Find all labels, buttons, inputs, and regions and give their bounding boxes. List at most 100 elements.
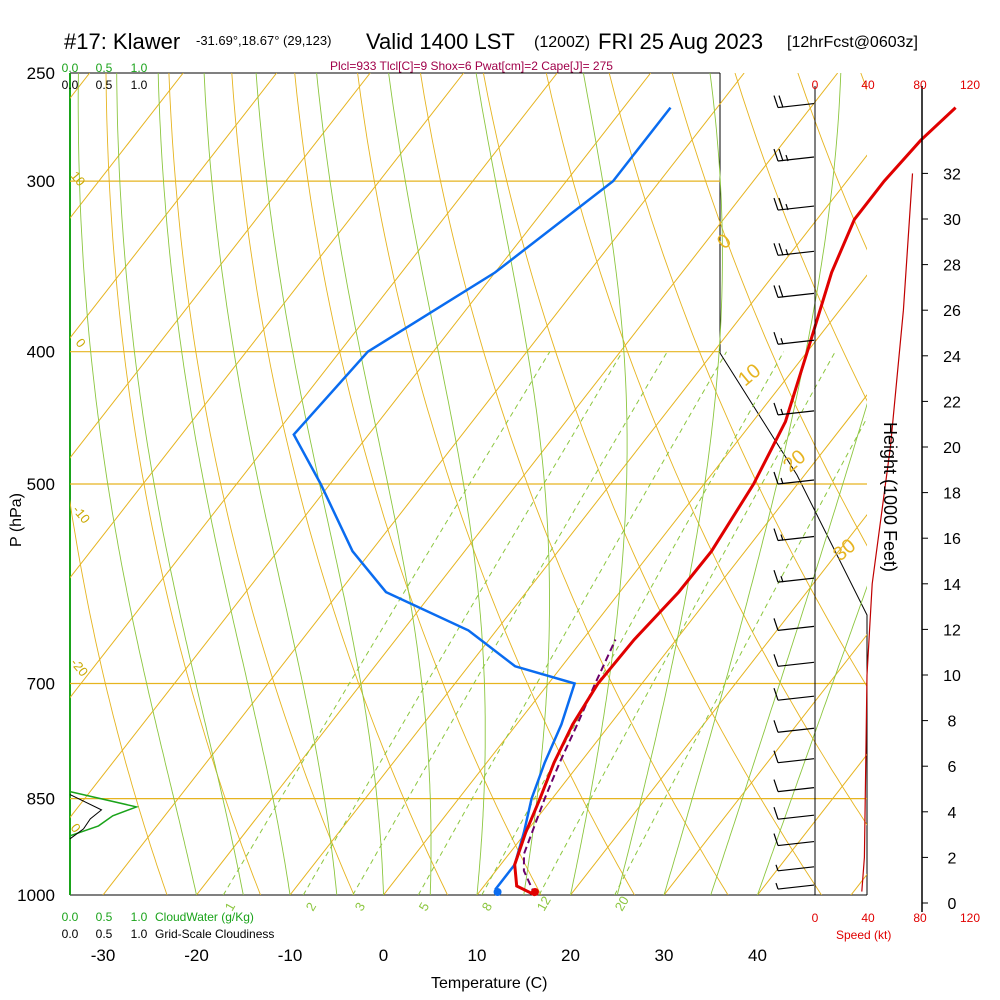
cloudwater-tick-bottom: 0.5: [96, 910, 113, 924]
surface-dewpoint-dot: [493, 888, 502, 896]
mixing-ratio-line: [302, 351, 623, 895]
moist-adiabat-line: [616, 73, 723, 895]
wind-barb: [773, 618, 815, 631]
moist-adiabat-line: [316, 73, 432, 895]
wind-barbs: [773, 95, 815, 890]
moist-adiabat-line: [255, 73, 384, 895]
sounding-profiles: [69, 106, 957, 897]
isotherm-line: [70, 73, 558, 699]
speed-axis-title: Speed (kt): [836, 928, 891, 942]
moist-adiabat-line: [710, 402, 867, 895]
height-tick: 0: [948, 896, 957, 913]
height-tick: 30: [943, 212, 961, 229]
cloudwater-tick-top: 1.0: [131, 61, 148, 75]
wind-barb: [773, 750, 815, 764]
wind-barb: [773, 197, 815, 211]
valid-date: FRI 25 Aug 2023: [598, 29, 763, 54]
isotherm-line: [289, 154, 867, 895]
wind-barb: [773, 243, 815, 256]
height-tick: 20: [943, 440, 961, 457]
cloudwater-profile: [69, 790, 140, 837]
height-tick: 26: [943, 303, 961, 320]
isotherm-line: [70, 73, 371, 459]
dry-adiabat-line: [482, 73, 822, 895]
temperature-axis-title: Temperature (C): [431, 975, 547, 992]
height-tick: 32: [943, 166, 961, 183]
temperature-tick: -10: [278, 946, 303, 965]
dewpoint-profile: [292, 106, 672, 896]
dry-adiabat-line: [545, 73, 867, 826]
height-tick: 10: [943, 668, 961, 685]
isotherm-label: -20: [68, 655, 92, 679]
wind-barb: [773, 148, 815, 162]
mixing-ratio-line: [481, 351, 785, 895]
cloudiness-tick-top: 1.0: [131, 78, 148, 92]
cloudiness-tick-top: 0.0: [62, 78, 79, 92]
surface-temperature-dot: [530, 888, 539, 896]
wind-barb: [773, 471, 815, 485]
isotherm-line: [70, 73, 465, 579]
pressure-tick: 400: [27, 343, 55, 362]
isotherm-line: [757, 753, 867, 895]
isotherm-line: [476, 394, 867, 895]
moist-adiabat-line: [475, 73, 550, 895]
wind-barb: [773, 720, 815, 733]
height-tick: 12: [943, 622, 961, 639]
wind-barb: [773, 332, 815, 345]
cloudwater-tick-bottom: 1.0: [131, 910, 148, 924]
zulu-time: (1200Z): [534, 34, 590, 51]
isotherm-label: 30: [829, 535, 860, 566]
dry-adiabat-line: [231, 73, 448, 895]
wind-barb: [773, 654, 815, 667]
cloudiness-profile: [69, 794, 103, 840]
mixing-ratio-line: [352, 351, 668, 895]
isotherm-line: [102, 73, 745, 895]
pressure-tick: 700: [27, 675, 55, 694]
dry-adiabat-line: [70, 499, 168, 895]
isotherm-line: [70, 73, 652, 819]
mixing-ratio-label: 2: [303, 900, 320, 914]
height-tick: 16: [943, 531, 961, 548]
wind-barb: [773, 779, 815, 793]
wind-barb: [775, 864, 815, 872]
cloudiness-tick-bottom: 0.5: [96, 927, 113, 941]
forecast-info: [12hrFcst@0603z]: [787, 34, 918, 51]
moist-adiabat-line: [570, 73, 628, 895]
cloudwater-title: CloudWater (g/Kg): [155, 910, 254, 924]
speed-tick-top: 80: [913, 78, 927, 92]
wind-barb: [773, 402, 815, 416]
moist-adiabat-line: [757, 585, 867, 895]
mixing-ratio-label: 8: [479, 900, 496, 914]
speed-panel: 0040408080120120024681012141618202224262…: [812, 78, 981, 925]
height-tick: 8: [948, 714, 957, 731]
height-tick: 24: [943, 349, 961, 366]
wind-barb: [773, 833, 815, 847]
dry-adiabat-line: [671, 73, 867, 547]
mixing-ratio-label: 3: [352, 900, 369, 914]
isotherm-line: [570, 514, 867, 895]
pressure-tick: 250: [27, 64, 55, 83]
isotherm-line: [383, 274, 867, 895]
station-name: #17: Klawer: [64, 29, 180, 54]
isotherm-line: [70, 73, 278, 339]
dry-adiabat-line: [168, 73, 355, 895]
pressure-tick: 500: [27, 475, 55, 494]
valid-time: Valid 1400 LST: [366, 29, 515, 54]
cloudiness-tick-bottom: 1.0: [131, 927, 148, 941]
pressure-axis-title: P (hPa): [8, 493, 25, 547]
dry-adiabat-line: [734, 73, 867, 402]
temperature-tick: -30: [91, 946, 116, 965]
isotherm-label: 10: [734, 360, 765, 391]
cloudwater-tick-top: 0.5: [96, 61, 113, 75]
isotherm-line: [663, 633, 867, 895]
speed-tick-top: 0: [812, 78, 819, 92]
speed-tick-top: 40: [861, 78, 875, 92]
height-tick: 22: [943, 394, 961, 411]
dry-adiabat-line: [357, 73, 635, 895]
temperature-tick: 10: [468, 946, 487, 965]
mixing-ratio-line: [417, 351, 727, 895]
isotherm-label: 20: [779, 446, 810, 477]
height-axis-title: Height (1000 Feet): [880, 422, 900, 572]
mixing-ratio-label: 20: [612, 893, 632, 913]
